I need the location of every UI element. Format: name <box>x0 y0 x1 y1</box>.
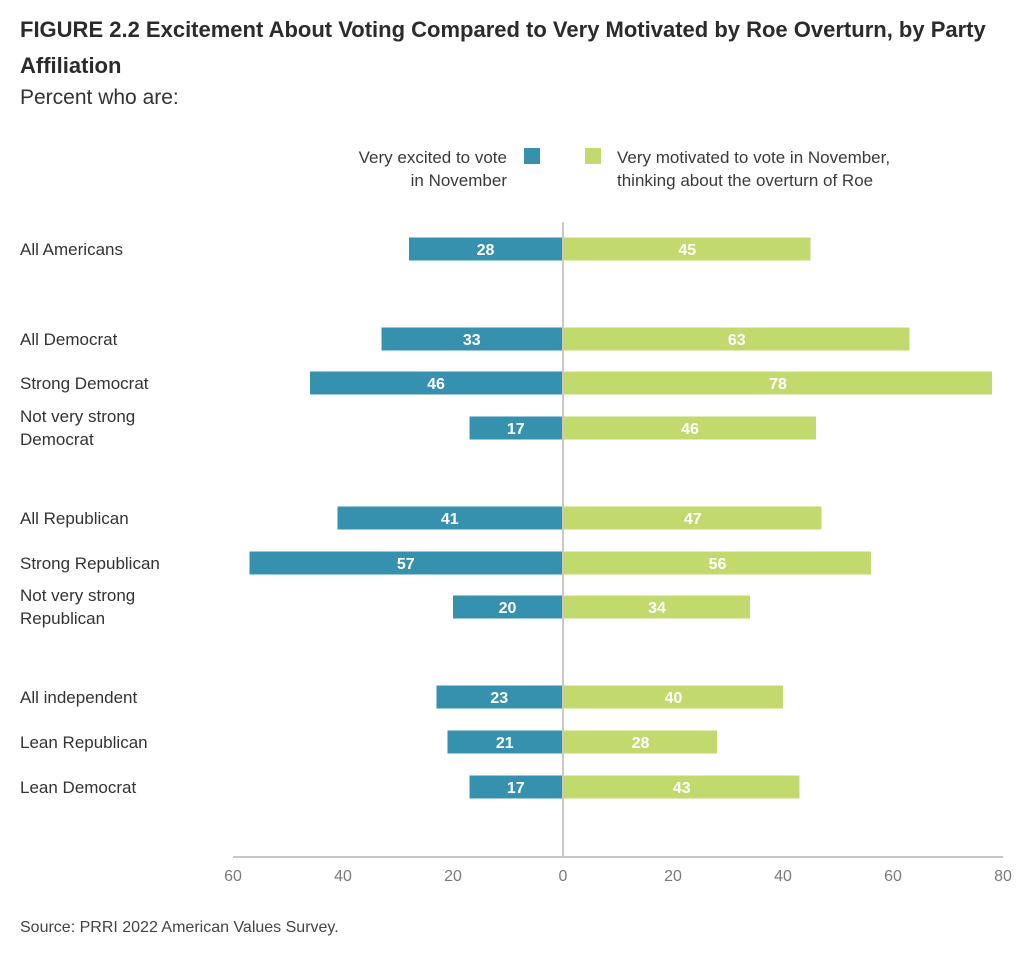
bar-motivated <box>564 775 800 799</box>
bar-label-motivated: 46 <box>681 421 699 438</box>
bar-motivated <box>564 730 717 754</box>
bar-motivated <box>564 416 816 440</box>
bar-motivated <box>564 506 822 530</box>
category-label: All Democrat <box>20 328 220 351</box>
category-label: Lean Democrat <box>20 776 220 799</box>
x-tick-label: 20 <box>444 868 462 885</box>
bar-label-excited: 17 <box>507 780 525 797</box>
category-label-line: Strong Democrat <box>20 373 149 393</box>
bar-excited <box>310 371 562 395</box>
bar-label-motivated: 47 <box>684 511 702 528</box>
category-label: Strong Republican <box>20 552 220 575</box>
category-label: All Republican <box>20 507 220 530</box>
bar-motivated <box>564 551 871 575</box>
bar-label-motivated: 34 <box>648 600 666 617</box>
legend-excited-line1: Very excited to vote <box>358 148 507 167</box>
diverging-bar-chart: 28 45 33 63 46 78 17 46 41 47 57 56 20 34 23 40 21 28 17 43… <box>224 222 1012 885</box>
category-label: Lean Republican <box>20 731 220 754</box>
category-label-line: Republican <box>20 609 106 628</box>
bar-label-motivated: 43 <box>673 780 691 797</box>
bar-label-excited: 21 <box>496 735 514 752</box>
legend-motivated: Very motivated to vote in November, thin… <box>617 146 890 192</box>
x-tick-label: 60 <box>884 868 902 885</box>
category-label-line: Lean Democrat <box>20 777 137 797</box>
bar-label-motivated: 45 <box>678 242 696 259</box>
bar-label-motivated: 40 <box>665 690 683 707</box>
x-tick-label: 40 <box>334 868 352 885</box>
bar-excited <box>436 685 562 709</box>
bar-label-motivated: 63 <box>728 332 746 349</box>
bar-excited <box>249 551 562 575</box>
category-label-line: Not very strong <box>20 586 136 605</box>
category-label-line: Democrat <box>20 430 94 449</box>
chart-title: FIGURE 2.2 Excitement About Voting Compa… <box>20 17 986 78</box>
bar-label-excited: 17 <box>507 421 525 438</box>
category-label-line: All independent <box>20 687 138 707</box>
bar-label-motivated: 78 <box>769 376 787 393</box>
bar-label-motivated: 56 <box>709 556 727 573</box>
bar-label-excited: 41 <box>441 511 459 528</box>
legend-motivated-line2: thinking about the overturn of Roe <box>617 171 874 190</box>
bar-label-excited: 28 <box>477 242 495 259</box>
bar-motivated <box>564 327 910 351</box>
bar-label-excited: 23 <box>490 690 508 707</box>
category-label: All independent <box>20 686 220 709</box>
bar-excited <box>337 506 562 530</box>
bar-excited <box>453 595 562 619</box>
legend-motivated-swatch <box>585 148 601 164</box>
category-label-line: Not very strong <box>20 407 136 426</box>
bar-motivated <box>564 371 992 395</box>
bar-excited <box>469 416 562 440</box>
bar-label-excited: 46 <box>427 376 445 393</box>
x-tick-label: 60 <box>224 868 242 885</box>
x-tick-label: 0 <box>559 868 568 885</box>
bar-motivated <box>564 237 811 261</box>
legend-excited-swatch <box>524 148 540 164</box>
bar-excited <box>447 730 562 754</box>
chart-subtitle: Percent who are: <box>20 86 179 109</box>
legend-excited-line2: in November <box>410 171 507 190</box>
bar-excited <box>381 327 562 351</box>
x-tick-label: 40 <box>774 868 792 885</box>
category-label-line: Strong Republican <box>20 553 160 573</box>
category-label: Not very strong Democrat <box>20 405 220 451</box>
category-label-line: All Americans <box>20 239 123 259</box>
category-label-line: Lean Republican <box>20 732 148 752</box>
source-note: Source: PRRI 2022 American Values Survey… <box>20 919 339 936</box>
bar-motivated <box>564 595 750 619</box>
category-label-line: All Democrat <box>20 329 118 349</box>
legend-excited: Very excited to vote in November <box>359 146 507 192</box>
bar-motivated <box>564 685 783 709</box>
category-label: Not very strong Republican <box>20 584 220 630</box>
x-tick-label: 80 <box>994 868 1012 885</box>
category-label: All Americans <box>20 238 220 261</box>
bar-label-excited: 20 <box>499 600 517 617</box>
category-label-line: All Republican <box>20 508 129 528</box>
category-label: Strong Democrat <box>20 372 220 395</box>
bar-label-excited: 57 <box>397 556 415 573</box>
bar-excited <box>409 237 562 261</box>
legend-motivated-line1: Very motivated to vote in November, <box>617 148 891 167</box>
bar-excited <box>469 775 562 799</box>
bar-label-excited: 33 <box>463 332 481 349</box>
bar-label-motivated: 28 <box>632 735 650 752</box>
x-tick-label: 20 <box>664 868 682 885</box>
